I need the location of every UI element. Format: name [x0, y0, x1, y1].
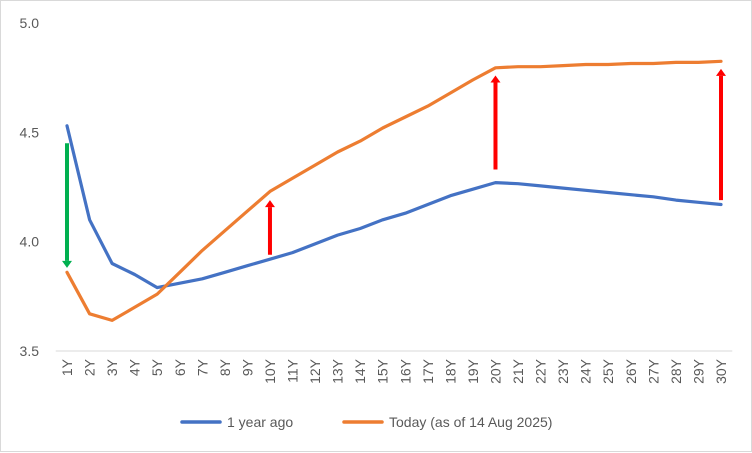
y-tick-label: 3.5 [20, 343, 40, 359]
x-tick-label: 14Y [352, 358, 368, 384]
annotation-arrow [490, 75, 501, 170]
x-tick-label: 17Y [420, 358, 436, 384]
series-line-one-year-ago [65, 124, 723, 290]
x-tick-label: 7Y [194, 358, 210, 376]
x-tick-label: 25Y [600, 358, 616, 384]
x-tick-label: 3Y [104, 358, 120, 376]
annotation-arrow-head [264, 200, 275, 208]
annotation-arrow [716, 68, 726, 201]
annotation-arrow-head [490, 75, 501, 83]
x-tick-label: 10Y [262, 358, 278, 384]
x-tick-label: 2Y [82, 358, 98, 376]
x-tick-label: 30Y [713, 358, 729, 384]
x-tick-label: 8Y [217, 358, 233, 376]
annotation-arrow [62, 143, 72, 268]
x-axis: 1Y 2Y 3Y 4Y 5Y 6Y 7Y 8Y 9Y 10Y 11Y 12Y 13Y 14Y 15Y 16Y 1… [55, 350, 733, 384]
series-layer [65, 59, 723, 322]
annotation-arrow [264, 200, 275, 255]
x-tick-label: 22Y [533, 358, 549, 384]
x-tick-label: 16Y [397, 358, 413, 384]
legend-label: 1 year ago [227, 414, 293, 430]
x-tick-label: 20Y [487, 358, 503, 384]
x-tick-label: 26Y [623, 358, 639, 384]
x-tick-label: 27Y [645, 358, 661, 384]
x-tick-label: 21Y [510, 358, 526, 384]
x-tick-label: 1Y [59, 358, 75, 376]
x-tick-label: 18Y [442, 358, 458, 384]
x-tick-label: 23Y [555, 358, 571, 384]
y-axis: 3.5 4.0 4.5 5.0 [20, 15, 40, 359]
annotation-arrow-head [716, 68, 726, 76]
x-tick-label: 15Y [375, 358, 391, 384]
annotation-layer [62, 68, 726, 268]
series-line-today [65, 59, 723, 322]
x-tick-label: 28Y [668, 358, 684, 384]
x-tick-label: 5Y [149, 358, 165, 376]
legend-entry: 1 year ago [180, 414, 293, 430]
legend-label: Today (as of 14 Aug 2025) [389, 414, 552, 430]
x-tick-label: 13Y [330, 358, 346, 384]
x-tick-label: 12Y [307, 358, 323, 384]
x-tick-label: 24Y [578, 358, 594, 384]
x-tick-label: 11Y [285, 358, 301, 383]
y-tick-label: 5.0 [20, 15, 40, 31]
x-tick-label: 29Y [690, 358, 706, 384]
x-tick-label: 9Y [239, 358, 255, 376]
x-tick-label: 19Y [465, 358, 481, 384]
legend: 1 year ago Today (as of 14 Aug 2025) [180, 414, 552, 430]
legend-entry: Today (as of 14 Aug 2025) [342, 414, 552, 430]
y-tick-label: 4.5 [20, 124, 40, 140]
annotation-arrow-head [62, 260, 72, 268]
x-tick-label: 4Y [127, 358, 143, 376]
x-tick-label: 6Y [172, 358, 188, 376]
y-tick-label: 4.0 [20, 234, 40, 250]
